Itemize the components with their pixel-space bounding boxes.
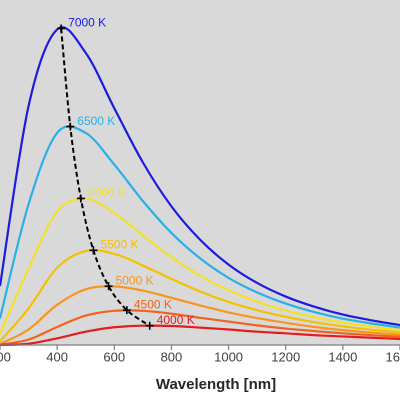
series-line [0, 197, 400, 335]
series-line [0, 26, 400, 327]
x-axis-title: Wavelength [nm] [156, 376, 276, 393]
series-label: 6500 K [77, 114, 115, 128]
peak-marker [89, 246, 98, 255]
peak-marker [104, 282, 113, 291]
x-tick-label: 1000 [214, 349, 243, 364]
series-label: 5500 K [100, 238, 138, 252]
peak-marker [66, 122, 75, 131]
series-label: 5000 K [116, 273, 154, 287]
series-line [0, 125, 400, 329]
x-tick-label: 1200 [271, 349, 300, 364]
x-tick-label: 1400 [328, 349, 357, 364]
peak-marker [122, 306, 131, 315]
series-label: 4000 K [157, 313, 195, 327]
series-line [0, 285, 400, 346]
peak-marker [57, 24, 66, 33]
series-label: 4500 K [134, 297, 172, 311]
peak-marker [145, 321, 154, 330]
series-label: 6000 K [88, 186, 126, 200]
peak-marker [76, 194, 85, 203]
x-tick-label: 600 [103, 349, 125, 364]
x-tick-label: 200 [0, 349, 11, 364]
series-line [0, 309, 400, 346]
x-tick-label: 400 [46, 349, 68, 364]
x-tick-label: 1600 [386, 349, 400, 364]
series-label: 7000 K [68, 16, 106, 30]
series-line [0, 249, 400, 343]
plot-background [0, 0, 400, 345]
x-tick-label: 800 [161, 349, 183, 364]
series-line [0, 324, 400, 347]
